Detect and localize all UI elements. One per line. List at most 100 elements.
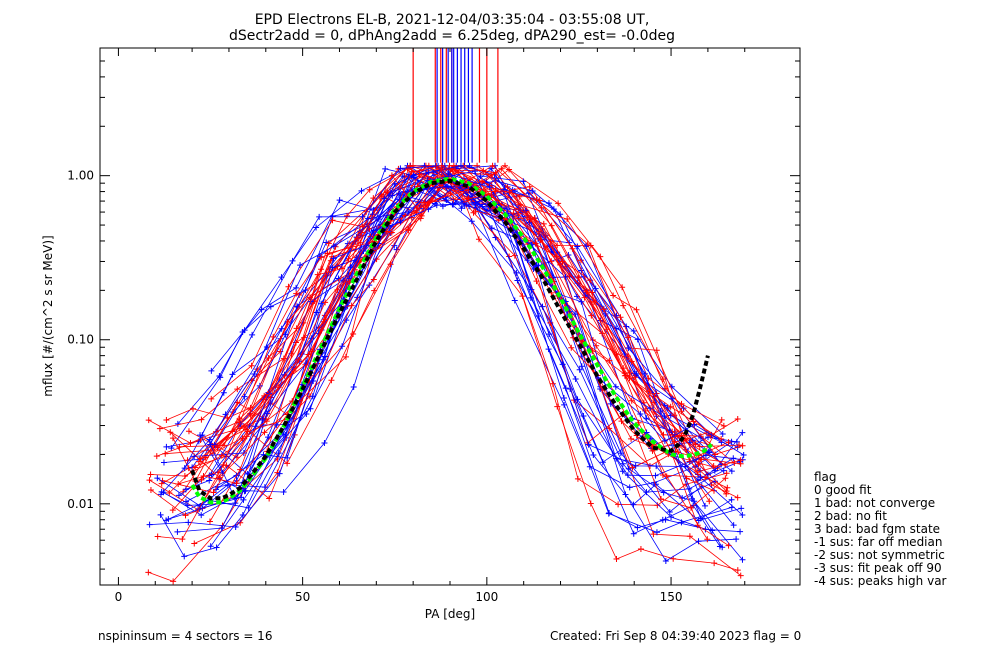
trace-point (321, 440, 328, 447)
trace-point (520, 178, 527, 185)
legend-entry: -4 sus: peaks high var (814, 574, 947, 588)
spin-trace (170, 168, 741, 479)
trace-point (342, 353, 349, 360)
trace-point (181, 553, 188, 560)
trace-point (383, 228, 390, 235)
trace-point (207, 543, 214, 550)
trace-point (169, 507, 176, 514)
trace-point (549, 380, 556, 387)
trace-point (641, 370, 648, 377)
trace-point (578, 363, 585, 370)
trace-point (554, 403, 561, 410)
trace-point (182, 486, 189, 493)
trace-point (548, 222, 555, 229)
spin-trace (201, 165, 727, 495)
trace-point (241, 488, 248, 495)
trace-point (723, 470, 730, 477)
trace-point (275, 450, 282, 457)
trace-point (511, 297, 518, 304)
trace-point (723, 490, 730, 497)
footer-left: nspininsum = 4 sectors = 16 (98, 629, 272, 643)
trace-point (731, 459, 738, 466)
trace-point (370, 227, 377, 234)
trace-point (258, 306, 265, 313)
trace-point (154, 475, 161, 482)
trace-point (212, 486, 219, 493)
x-tick-label: 0 (115, 590, 123, 604)
trace-point (247, 412, 254, 419)
trace-point (397, 165, 404, 172)
trace-point (628, 397, 635, 404)
trace-point (478, 178, 485, 185)
trace-point (265, 355, 272, 362)
trace-point (330, 255, 337, 262)
trace-point (388, 229, 395, 236)
trace-point (709, 527, 716, 534)
footer-right: Created: Fri Sep 8 04:39:40 2023 flag = … (550, 629, 801, 643)
trace-point (180, 488, 187, 495)
trace-point (740, 451, 747, 458)
trace-point (438, 165, 445, 172)
trace-point (198, 416, 205, 423)
trace-point (724, 484, 731, 491)
trace-point (564, 216, 571, 223)
trace-point (695, 538, 702, 545)
trace-point (405, 172, 412, 179)
trace-point (662, 516, 669, 523)
trace-point (154, 533, 161, 540)
trace-point (251, 371, 258, 378)
trace-point (175, 492, 182, 499)
trace-point (637, 410, 644, 417)
trace-point (314, 271, 321, 278)
legend-entry: 2 bad: no fit (814, 509, 887, 523)
trace-point (158, 480, 165, 487)
trace-point (737, 528, 744, 535)
trace-point (555, 200, 562, 207)
trace-point (348, 302, 355, 309)
trace-point (474, 162, 481, 169)
trace-point (688, 504, 695, 511)
trace-point (163, 443, 170, 450)
trace-point (629, 464, 636, 471)
trace-point (263, 418, 270, 425)
trace-point (425, 169, 432, 176)
trace-point (313, 309, 320, 316)
trace-point (192, 464, 199, 471)
trace-point (370, 195, 377, 202)
trace-point (533, 278, 540, 285)
trace-point (265, 434, 272, 441)
trace-point (669, 395, 676, 402)
trace-point (661, 437, 668, 444)
trace-point (675, 449, 682, 456)
trace-point (574, 396, 581, 403)
trace-point (503, 206, 510, 213)
spin-trace (165, 174, 713, 531)
trace-point (582, 292, 589, 299)
trace-point (182, 512, 189, 519)
trace-point (330, 243, 337, 250)
trace-point (364, 215, 371, 222)
x-tick-label: 50 (295, 590, 310, 604)
legend-entry: -2 sus: not symmetric (814, 548, 945, 562)
trace-point (619, 460, 626, 467)
legend-entry: 3 bad: bad fgm state (814, 522, 940, 536)
trace-point (347, 264, 354, 271)
trace-point (710, 462, 717, 469)
vertical-marker-lines (412, 48, 499, 163)
trace-point (519, 293, 526, 300)
trace-point (694, 469, 701, 476)
trace-point (606, 357, 613, 364)
trace-point (637, 546, 644, 553)
trace-point (625, 345, 632, 352)
spin-trace (160, 180, 732, 557)
trace-point (718, 435, 725, 442)
trace-point (366, 186, 373, 193)
trace-point (734, 567, 741, 574)
trace-point (569, 245, 576, 252)
trace-point (207, 441, 214, 448)
trace-point (240, 423, 247, 430)
trace-point (718, 416, 725, 423)
trace-point (166, 489, 173, 496)
trace-point (187, 440, 194, 447)
